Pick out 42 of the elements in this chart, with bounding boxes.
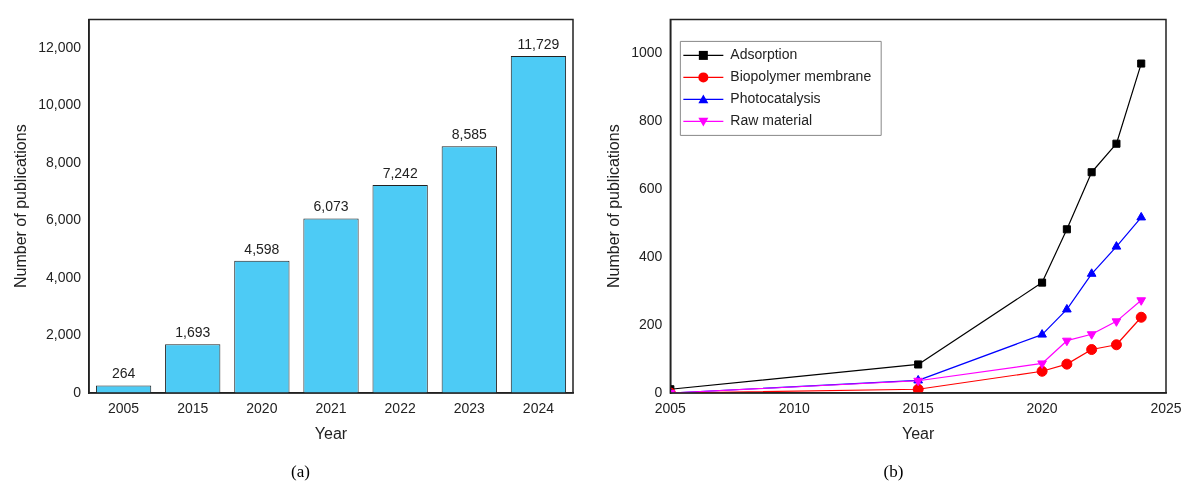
x-axis-title: Year (314, 424, 348, 442)
legend-label: Adsorption (730, 46, 798, 63)
x-tick-label: 2022 (384, 400, 416, 417)
y-tick-label: 0 (73, 383, 82, 400)
y-tick-label: 8,000 (45, 153, 82, 170)
x-tick-label: 2020 (1026, 400, 1058, 417)
y-axis-title: Number of publications (605, 124, 623, 289)
y-tick-label: 6,000 (45, 211, 82, 228)
y-axis-title: Number of publications (12, 124, 30, 289)
data-label: 4,598 (244, 240, 280, 257)
x-tick-label: 2021 (315, 400, 347, 417)
data-label: 8,585 (451, 126, 488, 143)
y-tick-label: 400 (638, 248, 663, 264)
x-tick-label: 2005 (654, 400, 687, 417)
x-tick-label: 2020 (246, 400, 278, 417)
text: (a) (291, 462, 310, 482)
y-tick-label: 10,000 (38, 96, 82, 113)
data-label: 6,073 (313, 198, 349, 215)
x-tick-label: 2023 (453, 400, 486, 417)
x-tick-label: 2005 (108, 400, 140, 417)
data-label: 7,242 (382, 164, 418, 181)
data-label: 1,693 (175, 324, 211, 341)
data-label: 264 (111, 365, 136, 382)
text: (b) (883, 462, 904, 482)
data-label: 11,729 (517, 35, 560, 52)
x-tick-label: 2025 (1150, 400, 1182, 417)
legend-label: Raw material (730, 112, 813, 129)
y-tick-label: 1000 (631, 44, 663, 61)
x-tick-label: 2024 (522, 400, 555, 417)
legend-label: Photocatalysis (730, 90, 821, 107)
y-tick-label: 4,000 (45, 268, 82, 285)
y-tick-label: 800 (638, 112, 663, 129)
y-tick-label: 12,000 (38, 39, 82, 55)
x-tick-label: 2015 (177, 400, 209, 417)
y-tick-label: 2,000 (45, 326, 82, 343)
y-tick-label: 600 (638, 180, 663, 197)
y-tick-label: 0 (654, 383, 663, 400)
x-tick-label: 2010 (778, 400, 811, 417)
y-tick-label: 200 (638, 315, 663, 332)
x-tick-label: 2015 (902, 400, 934, 417)
legend-label: Biopolymer membrane (730, 68, 872, 85)
x-axis-title: Year (902, 424, 936, 442)
